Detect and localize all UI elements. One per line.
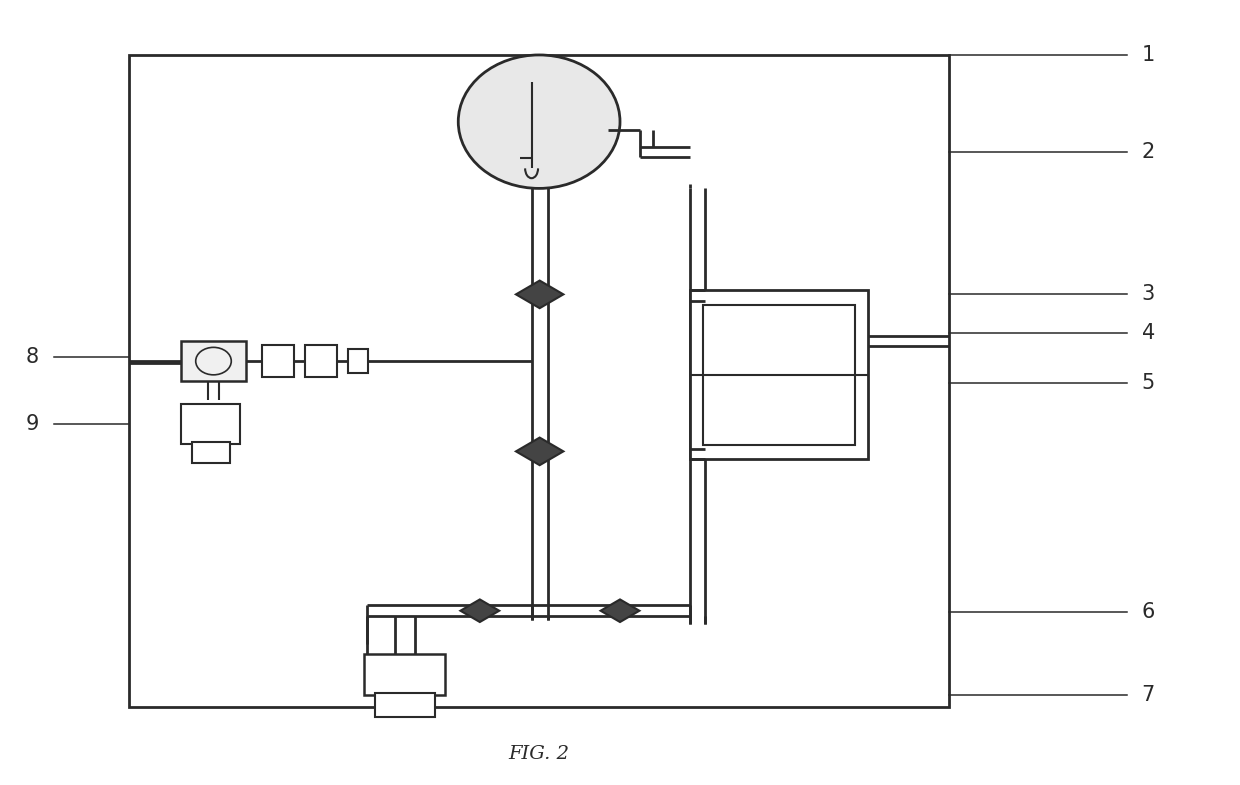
Polygon shape [460,600,500,622]
Polygon shape [516,280,563,309]
Bar [348,349,368,373]
Text: 6: 6 [1142,601,1154,622]
Text: 5: 5 [1142,374,1154,393]
Text: 3: 3 [1142,284,1154,305]
Text: 7: 7 [1142,685,1154,705]
Bar [365,654,445,695]
Text: 9: 9 [26,414,38,434]
Bar [262,345,294,377]
Text: 2: 2 [1142,142,1154,162]
Text: FIG. 2: FIG. 2 [508,745,569,762]
Ellipse shape [459,55,620,188]
Text: 4: 4 [1142,323,1154,342]
Bar [305,345,337,377]
Bar [181,404,241,444]
Polygon shape [516,437,563,466]
Bar [691,290,868,459]
Text: 8: 8 [26,347,38,367]
Bar [129,55,949,707]
Bar [376,693,434,717]
Bar [181,341,246,381]
Bar [192,442,229,463]
Bar [703,305,856,445]
Polygon shape [600,600,640,622]
Ellipse shape [196,347,232,375]
Text: 1: 1 [1142,45,1154,65]
